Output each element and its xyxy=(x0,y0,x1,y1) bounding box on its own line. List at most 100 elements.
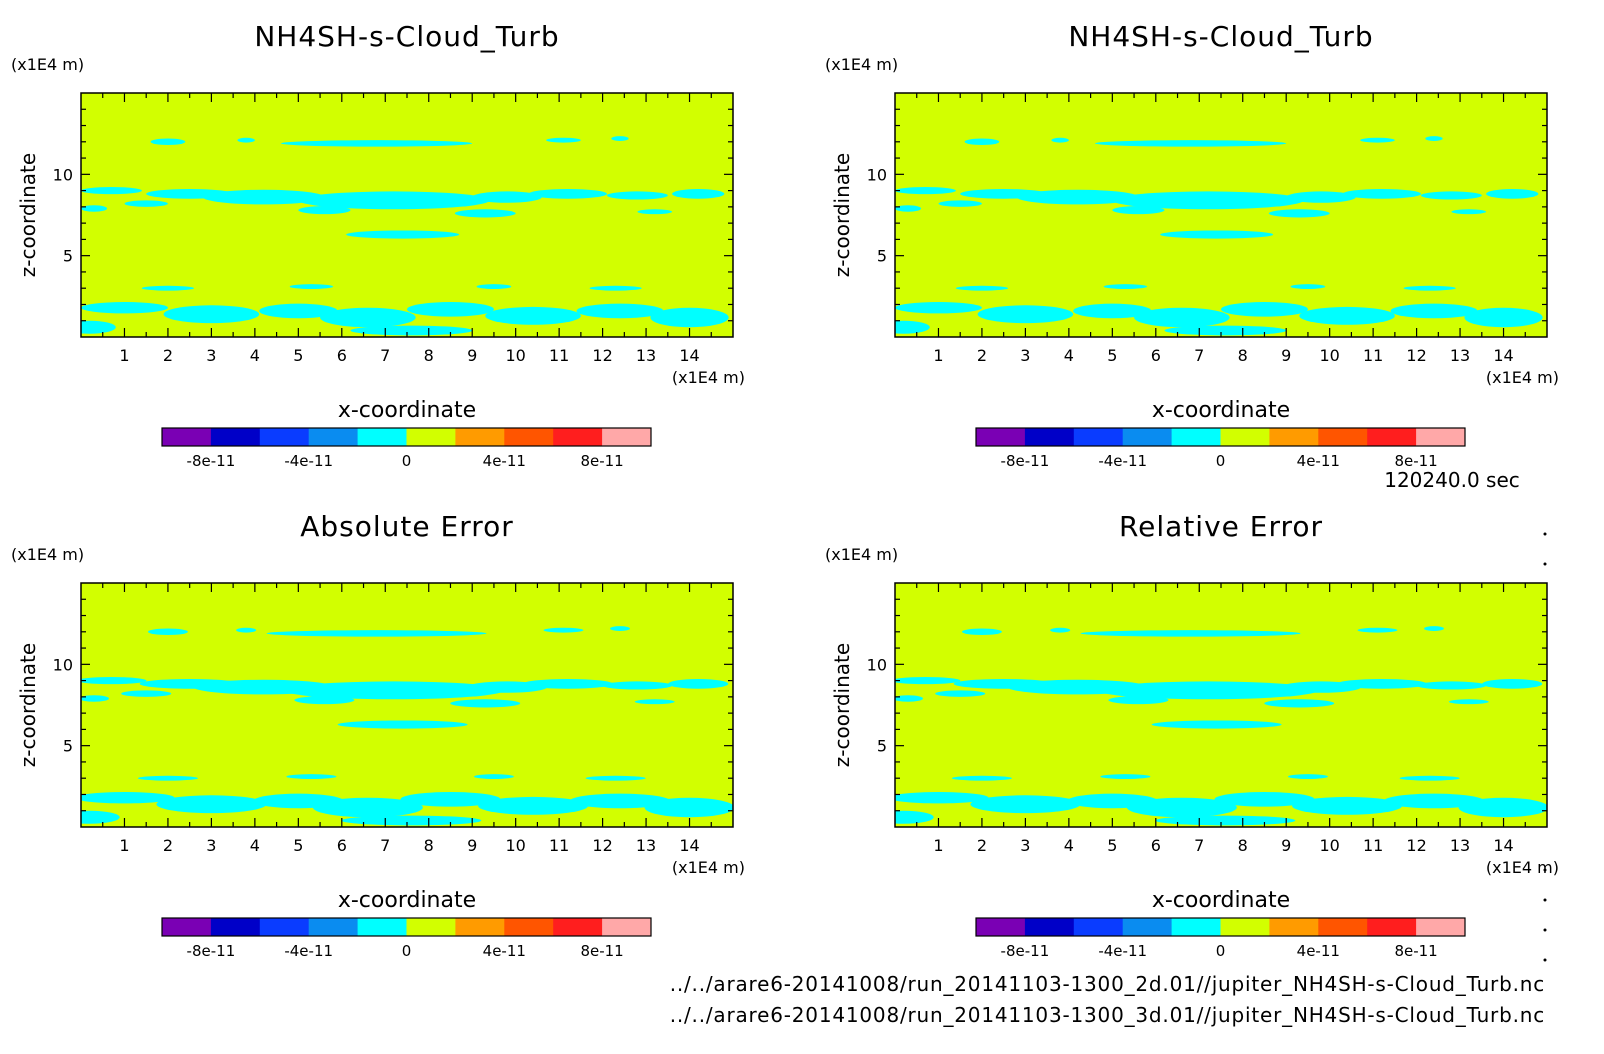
x-tick-label: 8 xyxy=(424,836,434,855)
y-tick-label: 10 xyxy=(867,655,887,674)
panel-title: Relative Error xyxy=(1119,510,1323,543)
contour-region xyxy=(1112,206,1165,215)
contour-region xyxy=(1103,284,1148,290)
contour-region xyxy=(81,810,120,824)
contour-region xyxy=(407,302,494,317)
colorbar-swatch xyxy=(1122,428,1173,446)
contour-region xyxy=(895,205,922,212)
y-tick-label: 5 xyxy=(63,247,73,266)
contour-region xyxy=(576,303,664,319)
contour-region xyxy=(1360,137,1395,143)
x-tick-label: 4 xyxy=(250,836,260,855)
y-unit-label: (x1E4 m) xyxy=(11,55,84,74)
contour-region xyxy=(478,796,589,815)
contour-region xyxy=(964,138,1000,146)
colorbar-tick-label: 0 xyxy=(402,942,412,960)
colorbar-tick-label: -4e-11 xyxy=(284,452,333,470)
colorbar-swatch xyxy=(406,428,456,446)
x-tick-label: 9 xyxy=(467,346,477,365)
contour-region xyxy=(1160,230,1274,239)
colorbar-tick-label: 8e-11 xyxy=(580,452,623,470)
y-unit-label: (x1E4 m) xyxy=(11,545,84,564)
contour-region xyxy=(81,187,142,195)
x-tick-label: 10 xyxy=(505,346,525,365)
contour-region xyxy=(237,137,255,143)
x-tick-label: 14 xyxy=(1493,836,1513,855)
colorbar-tick-label: -8e-11 xyxy=(187,452,236,470)
colorbar-swatch xyxy=(357,428,407,446)
contour-region xyxy=(81,677,147,685)
contour-region xyxy=(1458,797,1547,818)
plot-panel: Relative Error(x1E4 m)1 2 3 4 5 6 7 8 9 10 11 12 13 1… xyxy=(825,510,1559,960)
contour-region xyxy=(1016,189,1139,205)
contour-region xyxy=(895,695,924,702)
colorbar-tick-label: 8e-11 xyxy=(580,942,623,960)
contour-region xyxy=(1482,678,1543,689)
contour-region xyxy=(1292,796,1403,815)
x-unit-label: (x1E4 m) xyxy=(672,368,745,387)
colorbar-swatch xyxy=(1171,918,1221,936)
contour-region xyxy=(472,191,542,203)
contour-region xyxy=(1051,137,1069,143)
field-background xyxy=(895,93,1547,337)
x-unit-label: (x1E4 m) xyxy=(672,858,745,877)
x-tick-label: 14 xyxy=(1493,346,1513,365)
colorbar-swatch xyxy=(357,918,407,936)
contour-region xyxy=(1403,285,1456,291)
contour-region xyxy=(137,775,198,781)
x-tick-label: 3 xyxy=(1020,836,1030,855)
colorbar-swatch xyxy=(162,918,212,936)
file-path-3d: ../../arare6-20141008/run_20141103-1300_… xyxy=(670,1003,1545,1027)
contour-region xyxy=(141,285,195,291)
colorbar: -8e-11 -4e-11 0 4e-11 8e-11 xyxy=(161,917,652,960)
x-tick-label: 13 xyxy=(636,346,656,365)
colorbar-swatch xyxy=(455,428,505,446)
colorbar-swatch xyxy=(210,428,261,446)
contour-region xyxy=(350,325,473,336)
colorbar-swatch xyxy=(1269,428,1319,446)
x-axis-label: x-coordinate xyxy=(338,888,476,913)
contour-region xyxy=(570,793,670,809)
colorbar-tick-label: 0 xyxy=(402,452,412,470)
contour-region xyxy=(298,191,490,210)
contour-region xyxy=(1420,191,1482,200)
contour-region xyxy=(1342,188,1421,199)
x-tick-label: 11 xyxy=(549,346,569,365)
contour-region xyxy=(294,696,355,705)
colorbar-tick-label: 4e-11 xyxy=(1297,452,1340,470)
colorbar-tick-label: -4e-11 xyxy=(284,942,333,960)
x-tick-label: 7 xyxy=(1194,346,1204,365)
colorbar-swatch xyxy=(553,428,603,446)
x-tick-label: 4 xyxy=(250,346,260,365)
y-axis-label: z-coordinate xyxy=(16,153,40,277)
contour-region xyxy=(606,191,668,200)
colorbar-swatch xyxy=(504,428,554,446)
contour-region xyxy=(546,137,581,143)
contour-region xyxy=(156,795,267,814)
x-tick-label: 2 xyxy=(977,346,987,365)
contour-region xyxy=(1050,627,1071,633)
contour-region xyxy=(895,187,956,195)
colorbar-swatch xyxy=(210,918,261,936)
contour-region xyxy=(1399,775,1460,781)
contour-region xyxy=(400,792,501,807)
colorbar-tick-label: 4e-11 xyxy=(1297,942,1340,960)
dot-marker xyxy=(1543,532,1547,536)
colorbar-swatch xyxy=(259,428,310,446)
dot-marker xyxy=(1543,958,1547,962)
colorbar-swatch xyxy=(504,918,554,936)
contour-region xyxy=(202,189,325,205)
colorbar-swatch xyxy=(1269,918,1319,936)
contour-region xyxy=(280,140,473,147)
x-tick-label: 13 xyxy=(1450,836,1470,855)
contour-region xyxy=(124,200,168,207)
x-tick-label: 7 xyxy=(380,836,390,855)
x-tick-label: 8 xyxy=(1238,836,1248,855)
x-axis-label: x-coordinate xyxy=(1152,888,1290,913)
x-tick-label: 2 xyxy=(163,346,173,365)
x-tick-label: 12 xyxy=(1406,346,1426,365)
colorbar-tick-label: 8e-11 xyxy=(1394,452,1437,470)
plot-panel: Absolute Error(x1E4 m)1 2 3 4 5 6 7 8 9 10 11 12 13 1… xyxy=(11,510,745,960)
contour-region xyxy=(346,230,460,239)
x-tick-label: 10 xyxy=(1319,346,1339,365)
